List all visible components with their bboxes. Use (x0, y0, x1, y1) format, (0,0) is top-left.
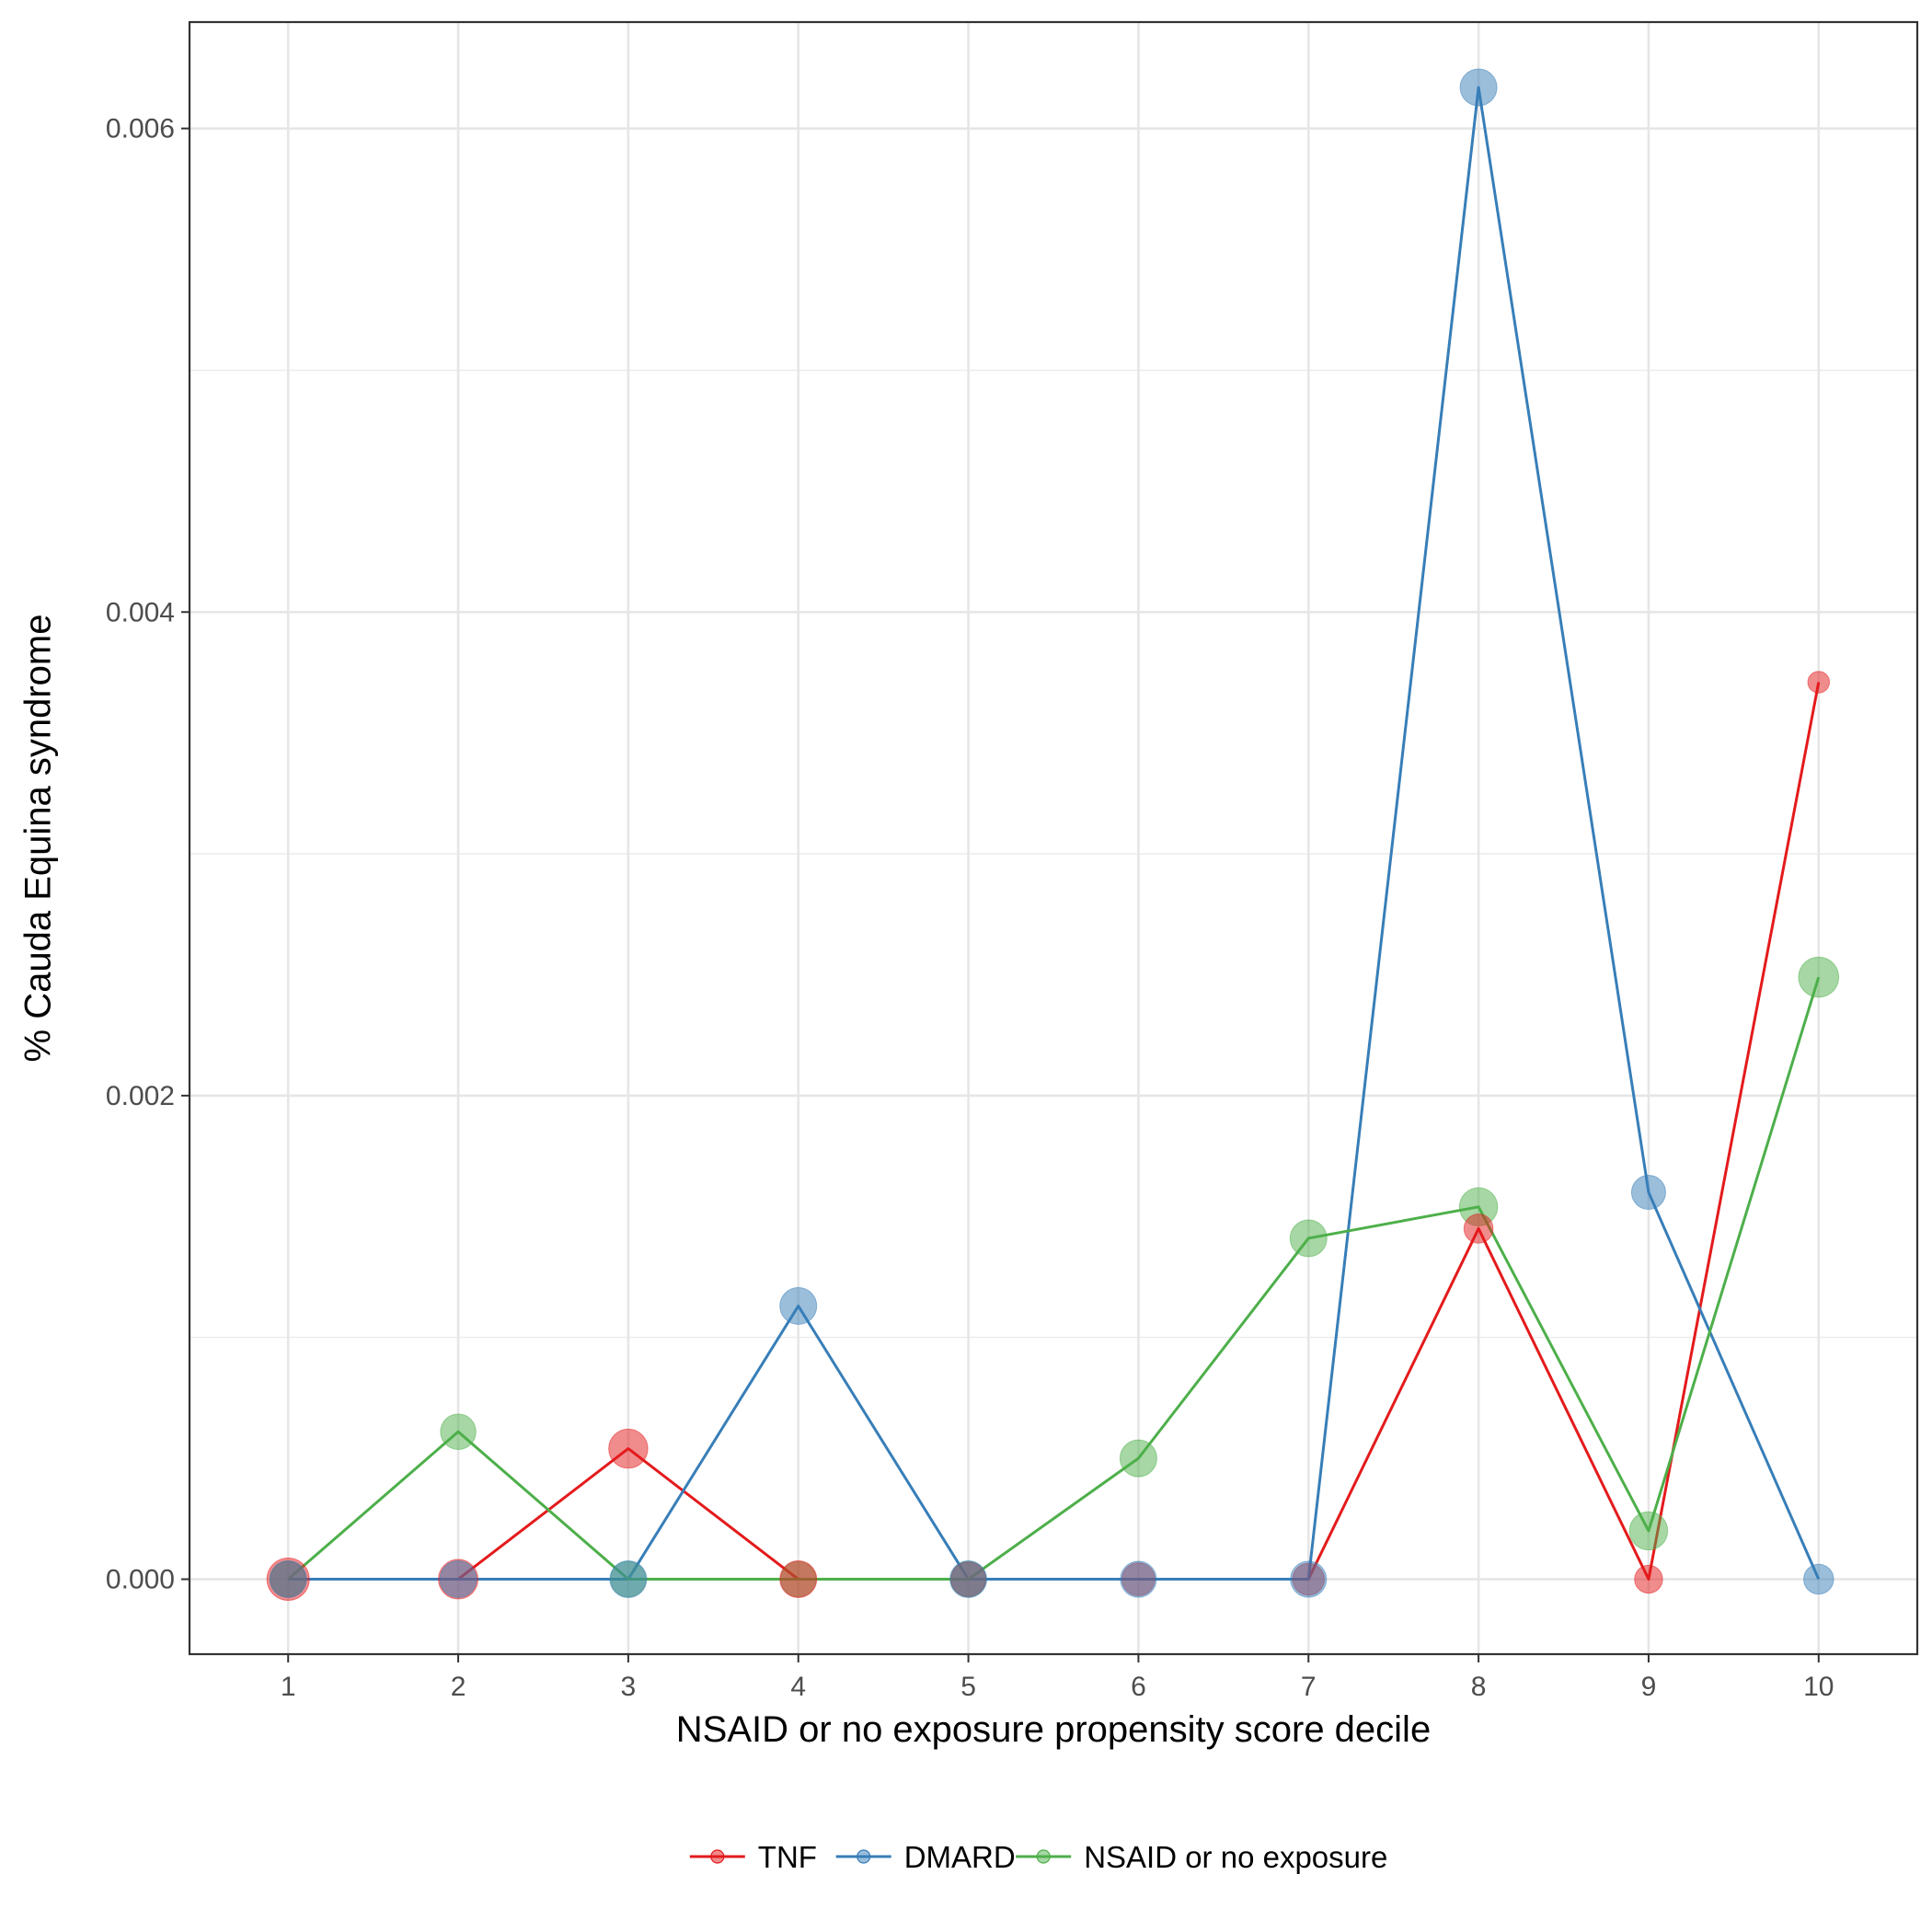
x-axis-title: NSAID or no exposure propensity score de… (676, 1709, 1431, 1750)
x-tick-label: 6 (1131, 1672, 1146, 1702)
legend-item-tnf: TNF (689, 1840, 817, 1874)
data-point-dmard (1290, 1560, 1328, 1598)
y-axis-title: % Cauda Equina syndrome (18, 615, 59, 1063)
grid-major (190, 22, 1917, 1654)
legend-item-nsaid-or-no-exposure: NSAID or no exposure (1016, 1840, 1387, 1874)
x-tick-label: 8 (1471, 1672, 1487, 1702)
legend-key-point (710, 1849, 725, 1864)
series-points (266, 68, 1840, 1602)
x-axis-ticks: 1 2 3 4 5 6 7 8 9 10 (281, 1654, 1834, 1702)
data-point-nsaid-or-no-exposure (1798, 956, 1840, 998)
legend: TNF DMARD NSAID or no exposure (689, 1840, 1387, 1874)
data-point-dmard (1459, 68, 1498, 107)
data-point-dmard (1803, 1563, 1834, 1595)
legend-key-point (857, 1849, 871, 1864)
legend-label: NSAID or no exposure (1084, 1840, 1387, 1874)
data-point-tnf (608, 1428, 649, 1469)
data-point-dmard (439, 1560, 477, 1599)
x-tick-label: 10 (1803, 1672, 1834, 1702)
data-point-tnf (1463, 1213, 1494, 1244)
data-point-dmard (269, 1560, 307, 1599)
panel-border (188, 20, 1919, 1656)
x-tick-label: 4 (790, 1672, 806, 1702)
data-point-tnf (1634, 1564, 1663, 1594)
data-point-tnf (1807, 671, 1831, 694)
series-line-nsaid-or-no-exposure (287, 976, 1821, 1581)
series-line-dmard (288, 86, 1821, 1581)
data-point-dmard (949, 1560, 988, 1599)
data-point-dmard (1120, 1560, 1157, 1598)
y-tick-label: 0.004 (106, 597, 175, 627)
data-point-nsaid-or-no-exposure (1628, 1511, 1669, 1551)
x-tick-label: 5 (960, 1672, 976, 1702)
data-point-dmard (609, 1560, 648, 1599)
data-point-tnf (779, 1560, 818, 1599)
y-tick-label: 0.006 (106, 114, 175, 144)
data-point-nsaid-or-no-exposure (1289, 1219, 1328, 1258)
x-tick-label: 9 (1641, 1672, 1657, 1702)
y-axis-ticks: 0.000 0.002 0.004 0.006 (106, 114, 190, 1595)
grid-minor (190, 369, 1917, 1339)
data-point-nsaid-or-no-exposure (1119, 1439, 1157, 1478)
legend-key-point (1036, 1849, 1051, 1864)
x-tick-label: 1 (281, 1672, 296, 1702)
x-tick-label: 7 (1301, 1672, 1317, 1702)
legend-label: TNF (758, 1840, 817, 1874)
data-point-dmard (779, 1287, 818, 1326)
series-lines (287, 86, 1821, 1581)
y-tick-label: 0.002 (106, 1081, 175, 1111)
y-tick-label: 0.000 (106, 1565, 175, 1595)
legend-item-dmard: DMARD (835, 1840, 1016, 1874)
data-point-dmard (1630, 1175, 1666, 1211)
data-point-nsaid-or-no-exposure (440, 1413, 477, 1450)
x-tick-label: 3 (621, 1672, 637, 1702)
x-tick-label: 2 (451, 1672, 466, 1702)
legend-label: DMARD (904, 1840, 1016, 1874)
